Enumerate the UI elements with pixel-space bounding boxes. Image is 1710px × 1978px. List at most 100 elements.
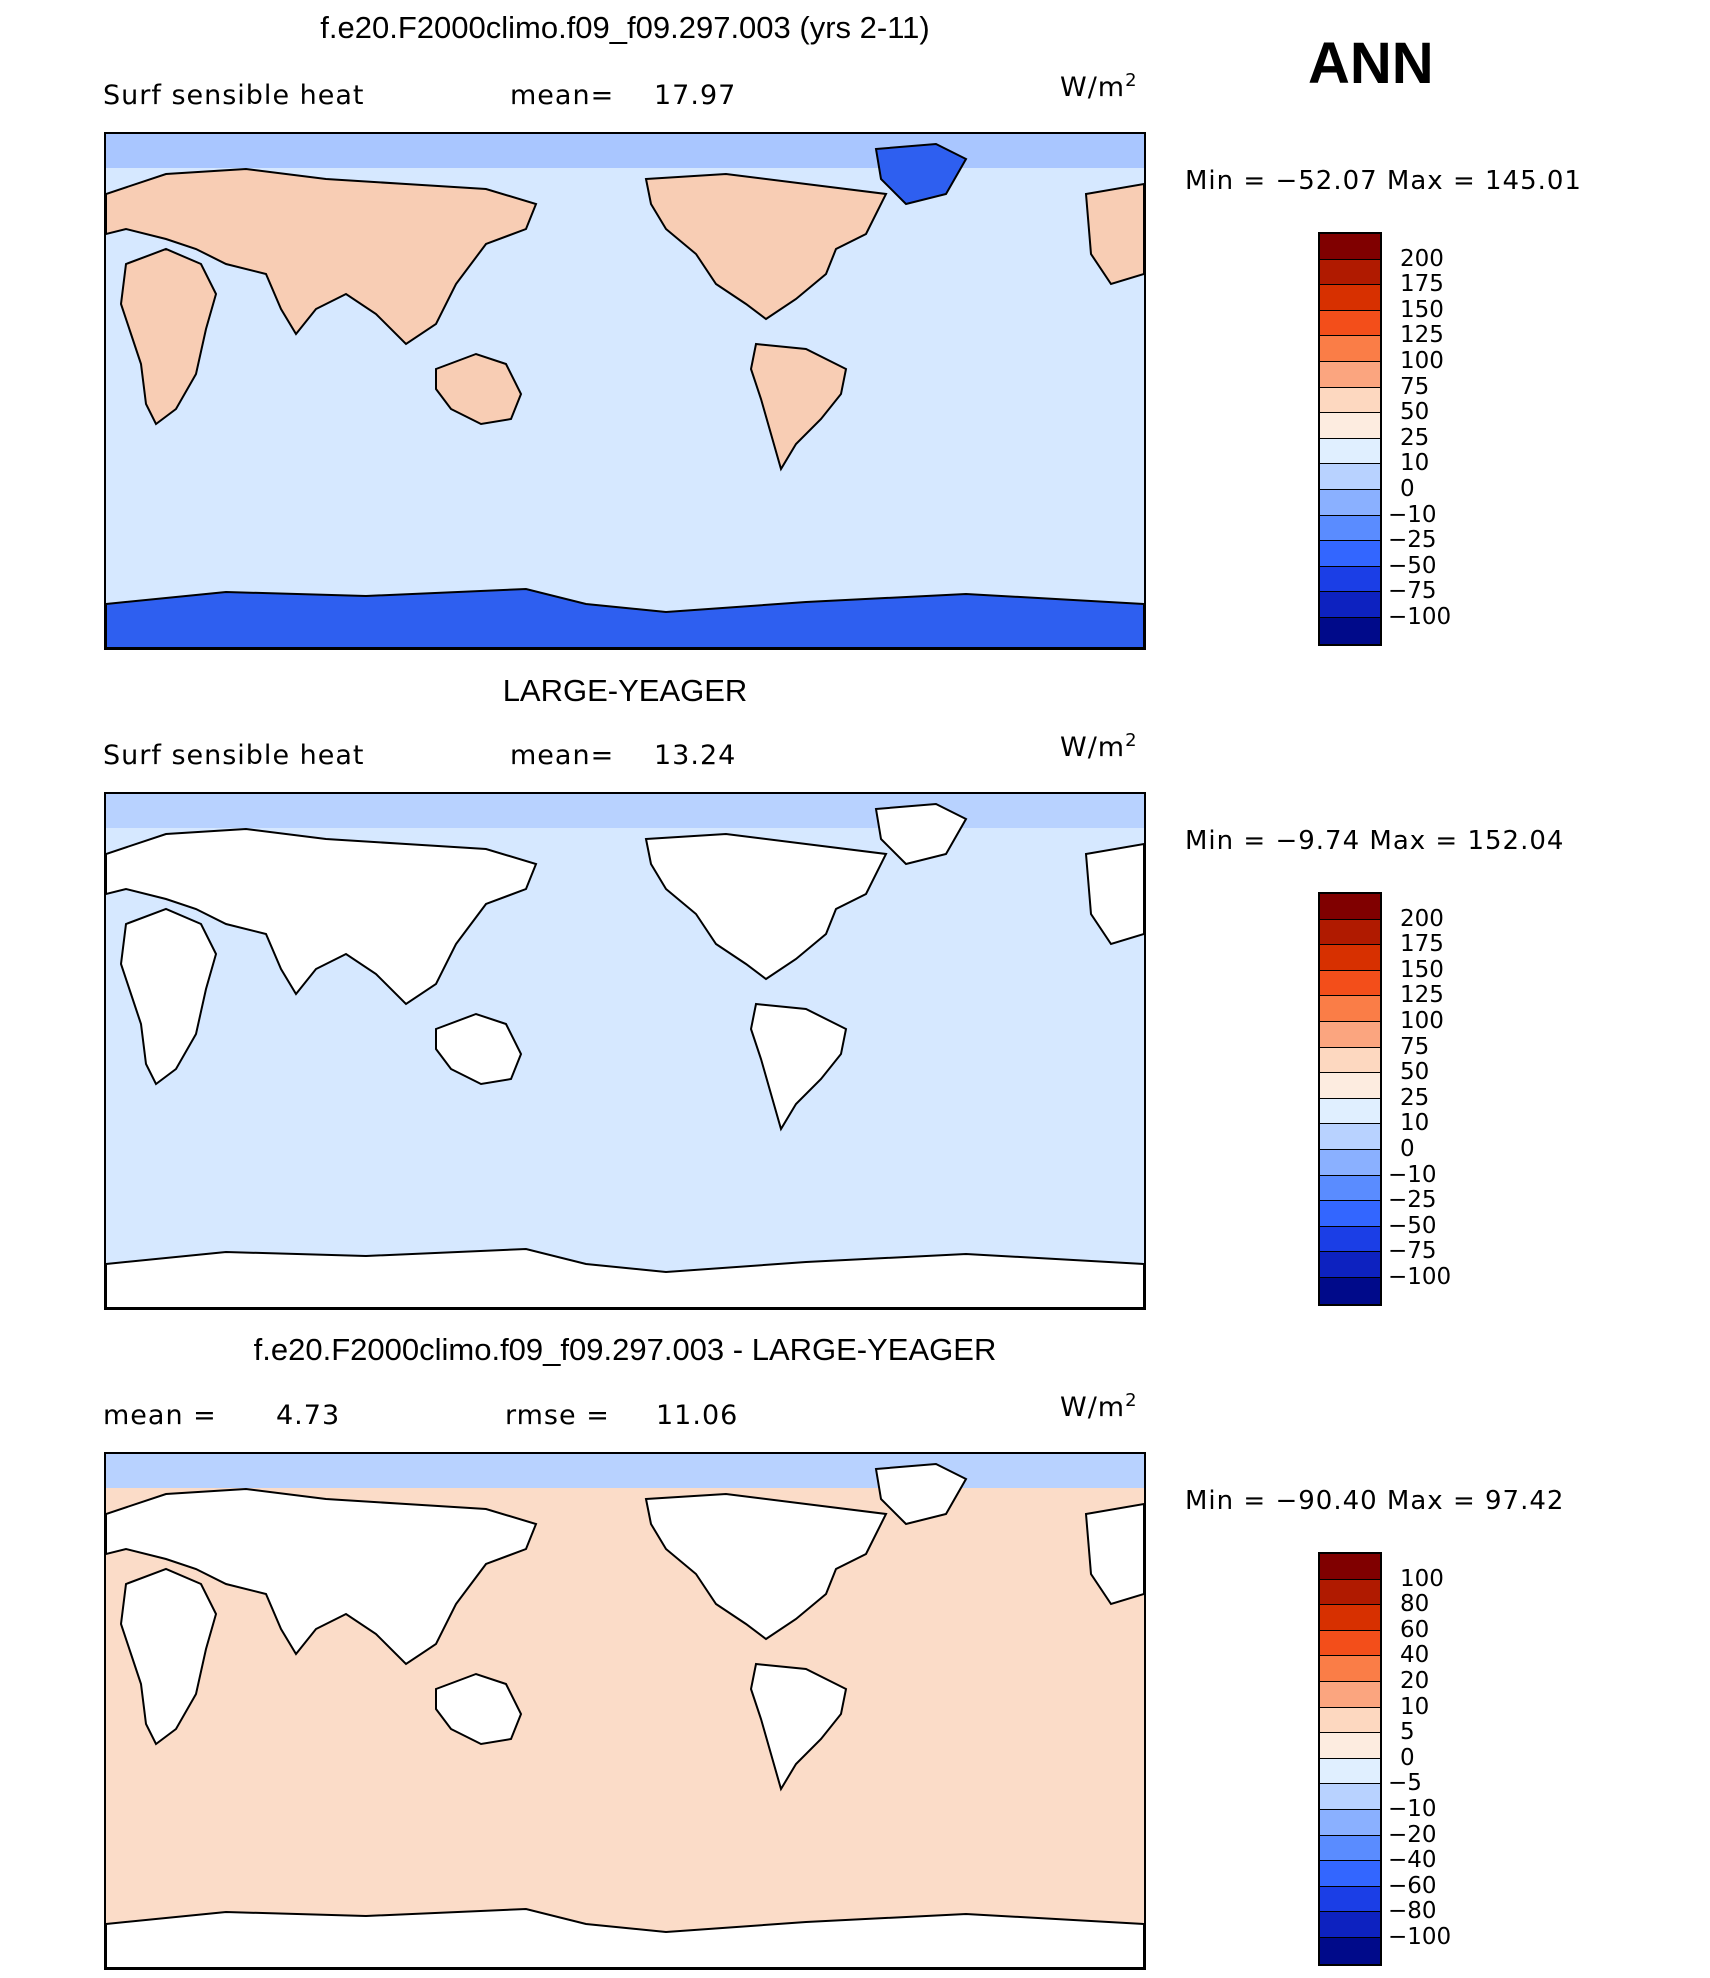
- panel-2-colorbar-box: [1320, 1021, 1380, 1048]
- panel-2-colorbar-box: [1320, 1252, 1380, 1278]
- panel-3-colorbar: [1318, 1552, 1382, 1966]
- panel-2-colorbar-label: −100: [1388, 1264, 1452, 1290]
- panel-1-colorbar-label: 0: [1400, 476, 1415, 502]
- panel-2-colorbar-label: 125: [1400, 982, 1444, 1009]
- panel-2-minmax: Min = −9.74 Max = 152.04: [1185, 826, 1565, 856]
- panel-2-colorbar-box: [1320, 919, 1380, 946]
- panel-3-colorbar-box: [1320, 1605, 1380, 1631]
- panel-3-australia: [435, 1672, 523, 1746]
- panel-2-colorbar-label: 0: [1400, 1136, 1415, 1162]
- panel-2-africa: [119, 907, 218, 1086]
- panel-2-colorbar-label: 75: [1400, 1033, 1430, 1060]
- panel-2-colorbar-box: [1320, 1124, 1380, 1150]
- panel-3-colorbar-label: 40: [1400, 1642, 1430, 1669]
- panel-1-title: f.e20.F2000climo.f09_f09.297.003 (yrs 2-…: [320, 10, 930, 45]
- panel-2-colorbar-label: 175: [1400, 931, 1444, 958]
- panel-3-colorbar-box: [1320, 1861, 1380, 1887]
- panel-1-colorbar: [1318, 232, 1382, 646]
- panel-2-australia: [435, 1012, 523, 1086]
- panel-3-greenland: [874, 1462, 968, 1526]
- panel-2-colorbar-box: [1320, 1047, 1380, 1074]
- panel-1-colorbar-box: [1320, 438, 1380, 465]
- panel-2-mean-label: mean=: [510, 740, 615, 771]
- panel-1-colorbar-box: [1320, 413, 1380, 439]
- panel-2-colorbar-label: −75: [1388, 1238, 1437, 1265]
- panel-3-south-america: [749, 1662, 848, 1792]
- panel-1-colorbar-box: [1320, 285, 1380, 311]
- panel-1-colorbar-label: 150: [1400, 296, 1444, 323]
- panel-1-eurasia: [106, 167, 538, 346]
- panel-2-colorbar-label: −25: [1388, 1187, 1437, 1214]
- panel-3-colorbar-label: −60: [1388, 1872, 1437, 1899]
- panel-1-variable: Surf sensible heat: [103, 80, 365, 111]
- panel-1-colorbar-label: −100: [1388, 604, 1452, 630]
- panel-3-colorbar-box: [1320, 1656, 1380, 1682]
- panel-3-title: f.e20.F2000climo.f09_f09.297.003 - LARGE…: [253, 1332, 997, 1367]
- panel-3-colorbar-box: [1320, 1579, 1380, 1606]
- panel-2-title: LARGE-YEAGER: [502, 673, 748, 708]
- panel-1-continents: [106, 142, 1144, 472]
- panel-2-greenland: [874, 802, 968, 866]
- panel-3-colorbar-label: −5: [1388, 1770, 1422, 1797]
- panel-2-colorbar-box: [1320, 970, 1380, 997]
- panel-2-arctic-band: [106, 794, 1144, 828]
- panel-2-colorbar-label: −10: [1388, 1161, 1437, 1188]
- panel-1-map-svg: [106, 134, 1144, 648]
- panel-2-eurasia: [106, 827, 538, 1006]
- panel-2-mean-value: 13.24: [654, 740, 737, 771]
- panel-1-africa: [119, 247, 218, 426]
- panel-3-colorbar-label: 10: [1400, 1693, 1430, 1720]
- panel-1-mean-label: mean=: [510, 80, 615, 111]
- panel-2-colorbar-box: [1320, 1201, 1380, 1227]
- panel-1-colorbar-box: [1320, 617, 1380, 644]
- panel-2-south-america: [749, 1002, 848, 1132]
- panel-3-europe-west: [1084, 1502, 1144, 1606]
- panel-2-variable: Surf sensible heat: [103, 740, 365, 771]
- panel-2-colorbar-label: 100: [1400, 1008, 1444, 1034]
- panel-2-colorbar-box: [1320, 996, 1380, 1022]
- panel-3-colorbar-box: [1320, 1630, 1380, 1657]
- panel-1-australia: [435, 352, 523, 426]
- panel-1-colorbar-box: [1320, 234, 1380, 260]
- panel-2-map: [104, 792, 1146, 1310]
- panel-3-colorbar-label: 0: [1400, 1744, 1415, 1771]
- panel-1-colorbar-label: 50: [1400, 399, 1430, 426]
- panel-3-colorbar-box: [1320, 1912, 1380, 1938]
- season-label: ANN: [1308, 31, 1434, 96]
- panel-1-colorbar-box: [1320, 259, 1380, 286]
- panel-3-colorbar-box: [1320, 1733, 1380, 1759]
- panel-2-colorbar-label: 50: [1400, 1059, 1430, 1086]
- panel-3-colorbar-label: −80: [1388, 1898, 1437, 1925]
- panel-2-units: W/m2: [1060, 730, 1138, 763]
- panel-1-colorbar-label: −75: [1388, 578, 1437, 605]
- panel-3-africa: [119, 1567, 218, 1746]
- panel-3-mean-value: 4.73: [276, 1400, 341, 1431]
- panel-1-colorbar-label: 100: [1400, 348, 1444, 374]
- panel-1-colorbar-label: 175: [1400, 271, 1444, 298]
- panel-2-colorbar-box: [1320, 894, 1380, 920]
- panel-2-colorbar-box: [1320, 1149, 1380, 1176]
- panel-1-mean-value: 17.97: [654, 80, 737, 111]
- panel-3-arctic-band: [106, 1454, 1144, 1488]
- panel-3-continents: [106, 1462, 1144, 1792]
- panel-1-map: [104, 132, 1146, 650]
- panel-3-colorbar-box: [1320, 1835, 1380, 1862]
- panel-2-colorbar-box: [1320, 1226, 1380, 1253]
- panel-1-colorbar-box: [1320, 541, 1380, 567]
- panel-3-north-america: [644, 1492, 888, 1641]
- panel-2-colorbar-box: [1320, 945, 1380, 971]
- panel-1-colorbar-label: 200: [1400, 245, 1444, 272]
- panel-2-europe-west: [1084, 842, 1144, 946]
- panel-1-units: W/m2: [1060, 70, 1138, 103]
- panel-2-map-svg: [106, 794, 1144, 1308]
- panel-1-arctic-band: [106, 134, 1144, 168]
- panel-2-colorbar-label: 10: [1400, 1110, 1430, 1137]
- panel-2-colorbar-box: [1320, 1175, 1380, 1202]
- panel-3-map-svg: [106, 1454, 1144, 1968]
- panel-3-rmse-value: 11.06: [656, 1400, 739, 1431]
- panel-3-colorbar-label: −100: [1388, 1924, 1452, 1950]
- panel-1-north-america: [644, 172, 888, 321]
- panel-1-colorbar-box: [1320, 464, 1380, 490]
- panel-3-mean-label: mean =: [103, 1400, 217, 1431]
- panel-3-colorbar-box: [1320, 1886, 1380, 1913]
